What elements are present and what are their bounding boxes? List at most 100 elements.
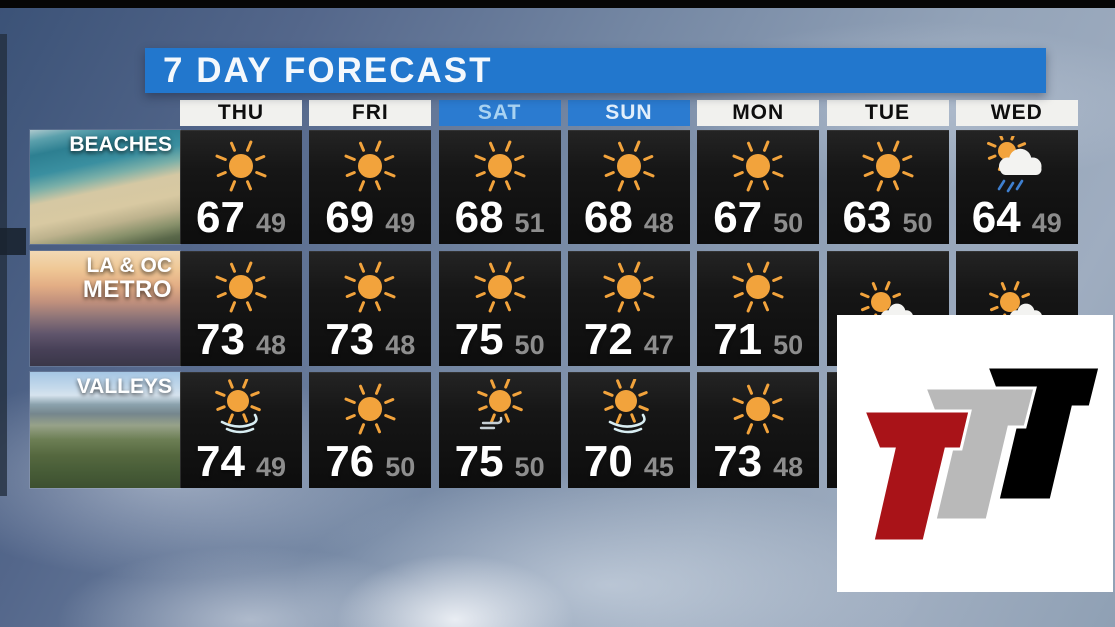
low-temp: 50 <box>902 208 933 238</box>
sunny-icon <box>718 372 798 442</box>
sunny-icon <box>460 251 540 320</box>
sun-glare <box>320 545 590 627</box>
low-temp: 48 <box>255 330 286 360</box>
region-label: VALLEYS <box>76 375 172 398</box>
low-temp: 50 <box>514 452 545 482</box>
forecast-cell: 69 49 <box>309 130 432 244</box>
background-pole-silhouette <box>0 34 7 496</box>
high-temp: 70 <box>583 437 633 486</box>
day-header-wed: WED <box>955 100 1078 126</box>
temps: 67 49 <box>196 193 286 244</box>
forecast-cell: 76 50 <box>309 372 432 488</box>
forecast-cell: 64 49 <box>955 130 1078 244</box>
forecast-cell: 68 48 <box>567 130 690 244</box>
temps: 73 48 <box>196 315 286 366</box>
low-temp: 49 <box>1031 208 1062 238</box>
ttt-logo-glyphs <box>861 365 1102 543</box>
temps: 64 49 <box>971 193 1062 244</box>
temps: 67 50 <box>713 193 804 244</box>
forecast-cell: 71 50 <box>697 251 820 366</box>
letterbox-bar <box>0 0 1115 8</box>
temps: 76 50 <box>325 437 416 488</box>
region-label-line: METRO <box>82 276 172 304</box>
forecast-cell: 63 50 <box>826 130 949 244</box>
forecast-cell: 72 47 <box>567 251 690 366</box>
station-logo <box>837 315 1113 592</box>
temps: 71 50 <box>713 315 803 366</box>
high-temp: 63 <box>842 193 892 242</box>
temps: 73 48 <box>325 315 416 366</box>
forecast-cell: 73 48 <box>180 251 302 366</box>
day-header-tue: TUE <box>826 100 949 126</box>
region-label-line: LA & OC <box>86 254 172 277</box>
region-tile-valley: VALLEYS <box>30 372 180 488</box>
low-temp: 48 <box>643 208 674 238</box>
high-temp: 68 <box>583 193 633 242</box>
low-temp: 50 <box>773 208 804 238</box>
forecast-cell: 70 45 <box>567 372 690 488</box>
sunny-icon <box>460 130 540 198</box>
low-temp: 51 <box>514 208 545 238</box>
sunny-icon <box>718 130 798 198</box>
low-temp: 48 <box>385 330 416 360</box>
temps: 75 50 <box>454 315 545 366</box>
sunny-icon <box>330 251 410 320</box>
low-temp: 48 <box>773 452 804 482</box>
sunny-breezy-icon <box>460 372 540 442</box>
sunny-icon <box>718 251 798 320</box>
temps: 68 51 <box>454 193 545 244</box>
high-temp: 68 <box>454 193 504 242</box>
day-header-thu: THU <box>180 100 302 126</box>
temps: 68 48 <box>583 193 674 244</box>
forecast-cell: 67 49 <box>180 130 302 244</box>
day-header-fri: FRI <box>309 100 432 126</box>
day-header-sun: SUN <box>567 100 690 126</box>
forecast-cell: 73 48 <box>697 372 820 488</box>
temps: 75 50 <box>454 437 545 488</box>
cloud-haze <box>290 470 930 627</box>
background-pole-crossarm <box>0 228 26 255</box>
region-label: LA & OC METRO <box>82 254 172 304</box>
high-temp: 73 <box>713 437 763 486</box>
region-label-line: VALLEYS <box>76 375 172 398</box>
high-temp: 67 <box>196 193 245 242</box>
high-temp: 67 <box>713 193 763 242</box>
high-temp: 75 <box>454 437 504 486</box>
forecast-cell: 67 50 <box>697 130 820 244</box>
low-temp: 49 <box>255 452 286 482</box>
high-temp: 73 <box>196 315 245 364</box>
forecast-cell: 75 50 <box>438 372 561 488</box>
high-temp: 72 <box>583 315 633 364</box>
region-tile-freeway: LA & OC METRO <box>30 251 180 366</box>
day-header-sat: SAT <box>438 100 561 126</box>
sunny-icon <box>848 130 928 198</box>
high-temp: 69 <box>325 193 375 242</box>
region-tile-beach: BEACHES <box>30 130 180 244</box>
low-temp: 45 <box>643 452 674 482</box>
region-label: BEACHES <box>69 133 172 156</box>
showers-icon <box>977 130 1057 198</box>
sunny-icon <box>589 130 669 198</box>
temps: 73 48 <box>713 437 804 488</box>
sunny-windy-icon <box>589 372 669 442</box>
high-temp: 76 <box>325 437 375 486</box>
high-temp: 74 <box>196 437 245 486</box>
forecast-cell: 68 51 <box>438 130 561 244</box>
high-temp: 64 <box>971 193 1021 242</box>
high-temp: 73 <box>325 315 375 364</box>
high-temp: 71 <box>713 315 763 364</box>
forecast-cell: 73 48 <box>309 251 432 366</box>
low-temp: 49 <box>385 208 416 238</box>
temps: 69 49 <box>325 193 416 244</box>
temps: 74 49 <box>196 437 286 488</box>
high-temp: 75 <box>454 315 504 364</box>
sunny-icon <box>330 130 410 198</box>
low-temp: 50 <box>385 452 416 482</box>
temps: 72 47 <box>583 315 674 366</box>
forecast-cell: 74 49 <box>180 372 302 488</box>
sunny-icon <box>330 372 410 442</box>
sunny-icon <box>201 251 281 320</box>
sunny-icon <box>589 251 669 320</box>
day-header-mon: MON <box>697 100 820 126</box>
